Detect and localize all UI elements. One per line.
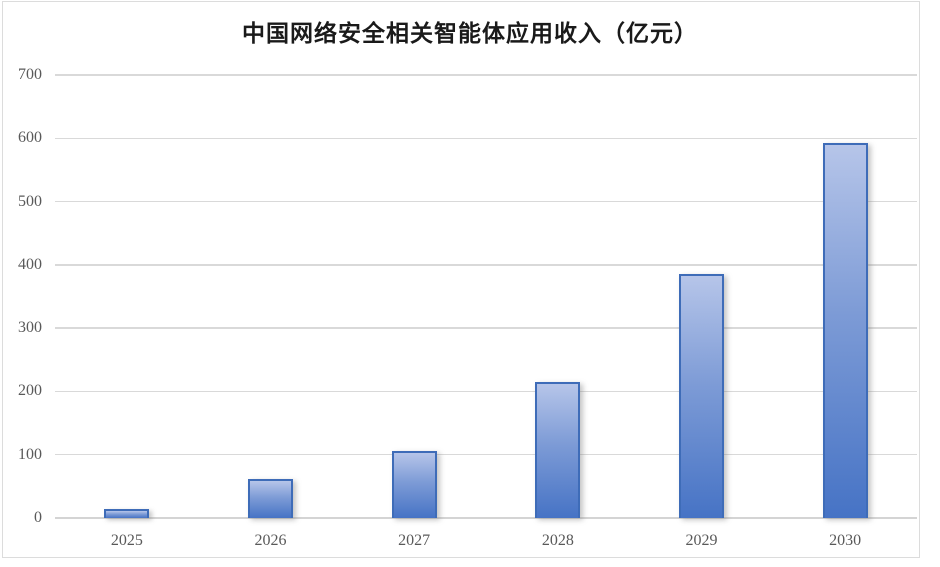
x-axis-line	[55, 517, 917, 519]
bar-2027	[391, 450, 437, 518]
chart-frame	[2, 1, 920, 558]
y-tick-label: 300	[18, 319, 42, 337]
gridline	[55, 327, 917, 329]
gridline	[55, 74, 917, 76]
y-tick-label: 100	[18, 445, 42, 463]
y-tick-label: 200	[18, 382, 42, 400]
bar-2028	[535, 381, 581, 518]
x-tick-label: 2029	[685, 532, 718, 549]
y-tick-label: 0	[34, 509, 42, 526]
y-tick-label: 700	[18, 66, 42, 83]
chart-title: 中国网络安全相关智能体应用收入（亿元）	[242, 21, 698, 46]
gridline	[55, 264, 917, 266]
x-tick-label: 2028	[541, 532, 574, 549]
plot-area	[55, 74, 917, 519]
gridline	[55, 137, 917, 140]
x-tick-label: 2026	[254, 532, 287, 549]
y-tick-label: 400	[18, 255, 42, 273]
gridline	[55, 200, 917, 203]
x-tick-label: 2027	[398, 532, 431, 549]
bar-2029	[679, 274, 724, 518]
bar-2026	[248, 478, 293, 518]
gridline	[55, 390, 917, 393]
bar-2025	[104, 508, 150, 518]
x-tick-label: 2030	[829, 532, 862, 549]
x-tick-label: 2025	[110, 532, 143, 549]
gridline	[55, 453, 917, 456]
y-tick-label: 600	[18, 129, 42, 147]
y-tick-label: 500	[18, 192, 42, 210]
bar-2030	[822, 143, 868, 518]
